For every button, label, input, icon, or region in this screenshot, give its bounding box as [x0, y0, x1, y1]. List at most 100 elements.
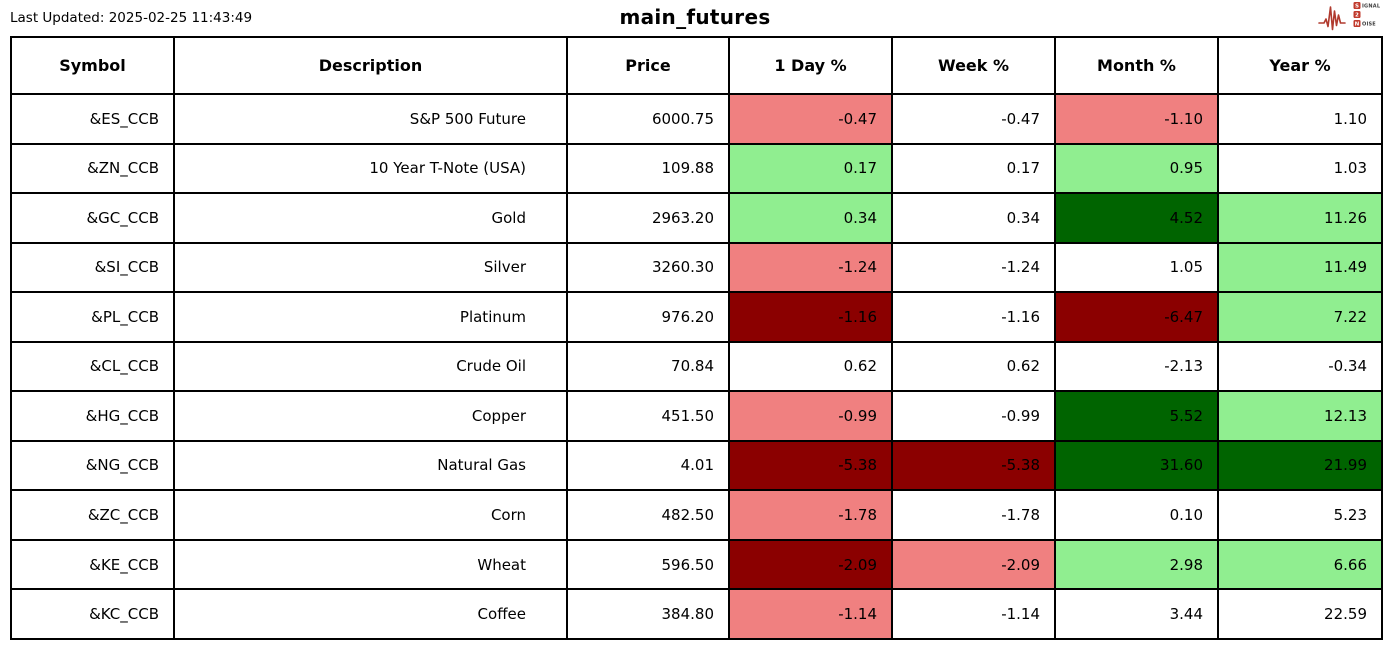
description-cell: Silver	[173, 241, 568, 294]
description-cell: Natural Gas	[173, 439, 568, 492]
description-cell: Gold	[173, 192, 568, 244]
description-cell: Corn	[173, 489, 568, 541]
month-pct-cell: 3.44	[1054, 588, 1219, 640]
year-pct-cell: 6.66	[1217, 538, 1383, 591]
day-pct-cell: -1.24	[728, 241, 893, 294]
description-cell: Copper	[173, 390, 568, 442]
logo-letter-n: N	[1355, 22, 1360, 28]
day-pct-cell: -1.78	[728, 489, 893, 541]
table-row: &KC_CCB Coffee 384.80 -1.14 -1.14 3.44 2…	[10, 588, 1383, 640]
logo-n-box	[1353, 20, 1361, 27]
column-header-year-pct: Year %	[1217, 36, 1383, 95]
week-pct-cell: -2.09	[891, 538, 1056, 591]
week-pct-cell: 0.62	[891, 340, 1056, 393]
month-pct-cell: 0.10	[1054, 489, 1219, 541]
logo-s-box	[1353, 2, 1361, 9]
month-pct-cell: 1.05	[1054, 241, 1219, 294]
price-cell: 109.88	[566, 142, 730, 195]
signal2noise-logo: S IGNAL 2 N OISE	[1318, 2, 1381, 31]
page-title: main_futures	[619, 5, 771, 29]
heartbeat-waveform-icon	[1318, 6, 1346, 31]
price-cell: 596.50	[566, 538, 730, 591]
table-row: &HG_CCB Copper 451.50 -0.99 -0.99 5.52 1…	[10, 390, 1383, 442]
year-pct-cell: 22.59	[1217, 588, 1383, 640]
week-pct-cell: -1.24	[891, 241, 1056, 294]
description-cell: Coffee	[173, 588, 568, 640]
price-cell: 384.80	[566, 588, 730, 640]
price-cell: 70.84	[566, 340, 730, 393]
description-cell: S&P 500 Future	[173, 93, 568, 145]
logo-text-oise: OISE	[1362, 22, 1376, 28]
year-pct-cell: 21.99	[1217, 439, 1383, 492]
price-cell: 6000.75	[566, 93, 730, 145]
month-pct-cell: -2.13	[1054, 340, 1219, 393]
year-pct-cell: 1.10	[1217, 93, 1383, 145]
week-pct-cell: -1.16	[891, 291, 1056, 343]
year-pct-cell: 5.23	[1217, 489, 1383, 541]
price-cell: 482.50	[566, 489, 730, 541]
year-pct-cell: 7.22	[1217, 291, 1383, 343]
symbol-cell: &ES_CCB	[10, 93, 175, 145]
futures-table-header: Symbol Description Price 1 Day % Week % …	[10, 36, 1383, 95]
day-pct-cell: -1.16	[728, 291, 893, 343]
symbol-cell: &ZN_CCB	[10, 142, 175, 195]
futures-table: Symbol Description Price 1 Day % Week % …	[10, 36, 1383, 640]
description-cell: Platinum	[173, 291, 568, 343]
column-header-price: Price	[566, 36, 730, 95]
month-pct-cell: 5.52	[1054, 390, 1219, 442]
logo-digit-2: 2	[1355, 13, 1359, 19]
day-pct-cell: 0.34	[728, 192, 893, 244]
year-pct-cell: -0.34	[1217, 340, 1383, 393]
week-pct-cell: 0.17	[891, 142, 1056, 195]
column-header-day-pct: 1 Day %	[728, 36, 893, 95]
year-pct-cell: 12.13	[1217, 390, 1383, 442]
day-pct-cell: 0.17	[728, 142, 893, 195]
symbol-cell: &ZC_CCB	[10, 489, 175, 541]
price-cell: 3260.30	[566, 241, 730, 294]
price-cell: 2963.20	[566, 192, 730, 244]
year-pct-cell: 11.49	[1217, 241, 1383, 294]
price-cell: 4.01	[566, 439, 730, 492]
symbol-cell: &KE_CCB	[10, 538, 175, 591]
day-pct-cell: -2.09	[728, 538, 893, 591]
table-row: &GC_CCB Gold 2963.20 0.34 0.34 4.52 11.2…	[10, 192, 1383, 244]
symbol-cell: &KC_CCB	[10, 588, 175, 640]
description-cell: 10 Year T-Note (USA)	[173, 142, 568, 195]
week-pct-cell: -0.99	[891, 390, 1056, 442]
week-pct-cell: -0.47	[891, 93, 1056, 145]
month-pct-cell: 0.95	[1054, 142, 1219, 195]
table-row: &ES_CCB S&P 500 Future 6000.75 -0.47 -0.…	[10, 93, 1383, 145]
table-row: &ZN_CCB 10 Year T-Note (USA) 109.88 0.17…	[10, 142, 1383, 195]
month-pct-cell: -6.47	[1054, 291, 1219, 343]
description-cell: Wheat	[173, 538, 568, 591]
table-row: &PL_CCB Platinum 976.20 -1.16 -1.16 -6.4…	[10, 291, 1383, 343]
month-pct-cell: 31.60	[1054, 439, 1219, 492]
year-pct-cell: 1.03	[1217, 142, 1383, 195]
table-row: &SI_CCB Silver 3260.30 -1.24 -1.24 1.05 …	[10, 241, 1383, 294]
symbol-cell: &GC_CCB	[10, 192, 175, 244]
price-cell: 976.20	[566, 291, 730, 343]
week-pct-cell: -1.14	[891, 588, 1056, 640]
symbol-cell: &PL_CCB	[10, 291, 175, 343]
year-pct-cell: 11.26	[1217, 192, 1383, 244]
day-pct-cell: 0.62	[728, 340, 893, 393]
logo-2-box	[1353, 11, 1361, 18]
day-pct-cell: -0.99	[728, 390, 893, 442]
week-pct-cell: 0.34	[891, 192, 1056, 244]
symbol-cell: &HG_CCB	[10, 390, 175, 442]
week-pct-cell: -1.78	[891, 489, 1056, 541]
description-cell: Crude Oil	[173, 340, 568, 393]
logo-text-ignal: IGNAL	[1362, 4, 1381, 10]
header-row: Symbol Description Price 1 Day % Week % …	[10, 36, 1383, 95]
symbol-cell: &CL_CCB	[10, 340, 175, 393]
price-cell: 451.50	[566, 390, 730, 442]
day-pct-cell: -1.14	[728, 588, 893, 640]
symbol-cell: &SI_CCB	[10, 241, 175, 294]
table-row: &KE_CCB Wheat 596.50 -2.09 -2.09 2.98 6.…	[10, 538, 1383, 591]
month-pct-cell: 2.98	[1054, 538, 1219, 591]
week-pct-cell: -5.38	[891, 439, 1056, 492]
column-header-month-pct: Month %	[1054, 36, 1219, 95]
futures-table-body: &ES_CCB S&P 500 Future 6000.75 -0.47 -0.…	[10, 93, 1383, 640]
column-header-symbol: Symbol	[10, 36, 175, 95]
table-row: &ZC_CCB Corn 482.50 -1.78 -1.78 0.10 5.2…	[10, 489, 1383, 541]
